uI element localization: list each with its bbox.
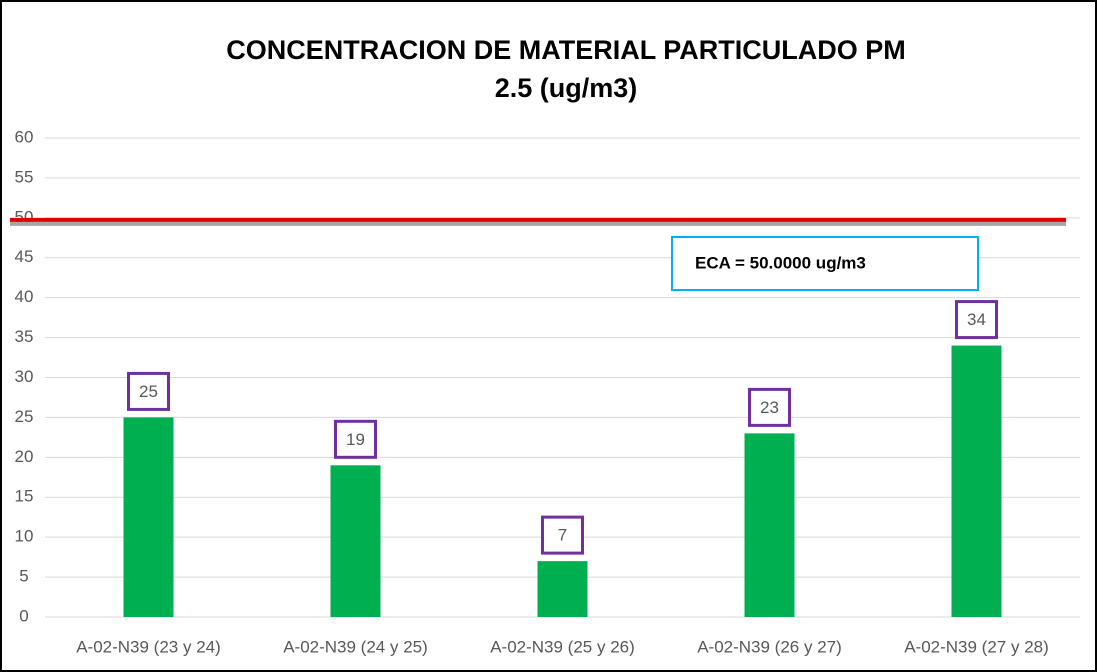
annotation: ECA = 50.0000 ug/m3: [695, 253, 866, 272]
chart-title: 2.5 (ug/m3): [495, 73, 638, 103]
x-tick-label: A-02-N39 (23 y 24): [76, 637, 221, 656]
bar: [537, 561, 588, 617]
bar: [330, 465, 381, 617]
y-tick-label: 0: [19, 606, 28, 625]
data-label-box: [748, 387, 791, 427]
y-tick-label: 25: [15, 407, 34, 426]
data-label: 25: [139, 382, 158, 401]
y-tick-label: 5: [19, 567, 28, 586]
y-tick-label: 40: [15, 287, 34, 306]
x-tick-label: A-02-N39 (27 y 28): [904, 637, 1049, 656]
y-tick-label: 10: [15, 527, 34, 546]
data-label-box: [127, 371, 170, 411]
data-label: 7: [558, 526, 567, 545]
data-label: 34: [967, 310, 986, 329]
chart-title: CONCENTRACION DE MATERIAL PARTICULADO PM: [226, 35, 905, 65]
data-label-box: [541, 515, 584, 555]
y-tick-label: 20: [15, 447, 34, 466]
x-tick-label: A-02-N39 (25 y 26): [490, 637, 635, 656]
data-label-box: [334, 419, 377, 459]
data-label: 23: [760, 398, 779, 417]
y-tick-label: 60: [15, 127, 34, 146]
annotation-box: [671, 236, 979, 291]
data-label: 19: [346, 430, 365, 449]
bar: [744, 433, 795, 617]
y-tick-label: 55: [15, 167, 34, 186]
bar: [951, 345, 1002, 617]
y-tick-label: 45: [15, 247, 34, 266]
x-tick-label: A-02-N39 (26 y 27): [697, 637, 842, 656]
y-tick-label: 30: [15, 367, 34, 386]
y-tick-label: 15: [15, 487, 34, 506]
bar: [123, 417, 174, 617]
data-label-box: [955, 300, 998, 340]
x-tick-label: A-02-N39 (24 y 25): [283, 637, 428, 656]
y-tick-label: 35: [15, 327, 34, 346]
